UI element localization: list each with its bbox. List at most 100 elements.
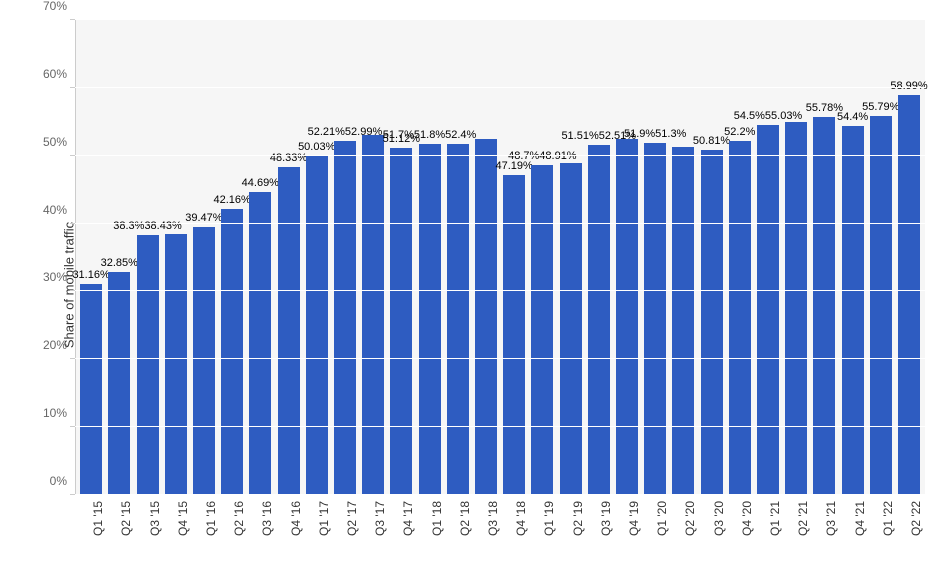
bar-slot: 48.7%48.91% [528, 20, 556, 495]
x-label-slot: Q2 '22 [895, 495, 923, 570]
x-label-slot: Q1 '16 [190, 495, 218, 570]
bar-slot: 44.69% [246, 20, 274, 495]
x-tick-label: Q3 '21 [824, 501, 838, 536]
bar-slot: 38.3%38.43% [133, 20, 161, 495]
x-label-slot: Q4 '20 [726, 495, 754, 570]
bar-slot: 58.99% [895, 20, 923, 495]
x-label-slot: Q4 '16 [274, 495, 302, 570]
x-tick-label: Q1 '15 [91, 501, 105, 536]
x-tick-label: Q2 '18 [458, 501, 472, 536]
grid-line [75, 87, 925, 88]
bar-slot: 50.81% [697, 20, 725, 495]
x-tick-label: Q1 '21 [768, 501, 782, 536]
bar-value-label: 54.4% [837, 112, 868, 123]
x-label-slot: Q4 '21 [838, 495, 866, 570]
x-tick-label: Q1 '18 [430, 501, 444, 536]
bar-slot: 51.12% [387, 20, 415, 495]
bar-slot [472, 20, 500, 495]
y-tick-label: 0% [50, 474, 75, 488]
bar [531, 165, 553, 495]
bar-slot: 39.47% [190, 20, 218, 495]
bar [249, 192, 271, 495]
x-label-slot: Q4 '18 [500, 495, 528, 570]
bar-value-label: 44.69% [242, 178, 279, 189]
bar [870, 116, 892, 495]
x-label-slot: Q2 '21 [782, 495, 810, 570]
x-tick-label: Q4 '16 [289, 501, 303, 536]
bar-slot: 55.79% [867, 20, 895, 495]
y-tick-label: 40% [43, 203, 75, 217]
x-label-slot: Q1 '20 [641, 495, 669, 570]
bar [475, 139, 497, 495]
x-tick-label: Q2 '19 [571, 501, 585, 536]
x-tick-label: Q1 '17 [317, 501, 331, 536]
bar [306, 156, 328, 495]
y-tick-label: 20% [43, 338, 75, 352]
bar-slot: 51.7%51.8%52.4% [415, 20, 443, 495]
grid-line [75, 290, 925, 291]
grid-line [75, 19, 925, 20]
bar-slot: 31.16% [77, 20, 105, 495]
x-label-slot: Q3 '20 [697, 495, 725, 570]
bar-value-label: 52.2% [724, 127, 755, 138]
bar-slot [162, 20, 190, 495]
x-label-slot: Q3 '19 [585, 495, 613, 570]
bar-value-label: 55.79% [862, 102, 899, 113]
x-tick-label: Q4 '21 [853, 501, 867, 536]
bar [362, 135, 384, 495]
bar [560, 163, 582, 495]
x-tick-label: Q3 '18 [486, 501, 500, 536]
bar-slot [556, 20, 584, 495]
bar [334, 141, 356, 495]
x-label-slot: Q2 '17 [331, 495, 359, 570]
bar-value-label: 50.03% [298, 142, 335, 153]
bar-slot: 52.2% [726, 20, 754, 495]
bar [419, 144, 441, 495]
bar [672, 147, 694, 495]
x-tick-label: Q3 '19 [599, 501, 613, 536]
plot-area: 31.16%32.85%38.3%38.43%39.47%42.16%44.69… [75, 20, 925, 495]
x-label-slot: Q4 '15 [162, 495, 190, 570]
bar-value-label: 32.85% [101, 258, 138, 269]
x-label-slot: Q1 '17 [303, 495, 331, 570]
x-tick-label: Q2 '20 [683, 501, 697, 536]
bar [785, 122, 807, 495]
y-tick-mark [70, 155, 75, 156]
x-tick-label: Q1 '22 [881, 501, 895, 536]
grid-line [75, 155, 925, 156]
bar-value-label: 42.16% [213, 195, 250, 206]
bar-value-label: 47.19% [495, 161, 532, 172]
bar [644, 143, 666, 495]
bar [757, 125, 779, 495]
x-tick-label: Q2 '21 [796, 501, 810, 536]
bar-slot [613, 20, 641, 495]
y-tick-label: 10% [43, 406, 75, 420]
bar-slot [782, 20, 810, 495]
y-tick-mark [70, 87, 75, 88]
x-tick-label: Q1 '20 [655, 501, 669, 536]
x-tick-label: Q3 '20 [712, 501, 726, 536]
x-label-slot: Q1 '21 [754, 495, 782, 570]
x-tick-label: Q2 '16 [232, 501, 246, 536]
bar [616, 139, 638, 495]
x-label-slot: Q3 '17 [359, 495, 387, 570]
x-label-slot: Q4 '17 [387, 495, 415, 570]
grid-line [75, 426, 925, 427]
bar-chart: Share of mobile traffic 31.16%32.85%38.3… [0, 0, 940, 570]
y-tick-label: 50% [43, 135, 75, 149]
x-label-slot: Q1 '15 [77, 495, 105, 570]
x-tick-label: Q3 '17 [373, 501, 387, 536]
grid-line [75, 223, 925, 224]
bar [588, 145, 610, 495]
bars-row: 31.16%32.85%38.3%38.43%39.47%42.16%44.69… [75, 20, 925, 495]
bar-value-label: 51.12% [383, 134, 420, 145]
x-tick-label: Q3 '16 [260, 501, 274, 536]
bar [701, 150, 723, 495]
x-tick-label: Q3 '15 [148, 501, 162, 536]
bar-slot: 50.03% [303, 20, 331, 495]
bar-value-label: 31.16% [72, 270, 109, 281]
bar-slot: 52.21%52.99% [331, 20, 359, 495]
x-label-slot: Q2 '18 [444, 495, 472, 570]
x-label-slot: Q1 '19 [528, 495, 556, 570]
x-tick-label: Q4 '20 [740, 501, 754, 536]
